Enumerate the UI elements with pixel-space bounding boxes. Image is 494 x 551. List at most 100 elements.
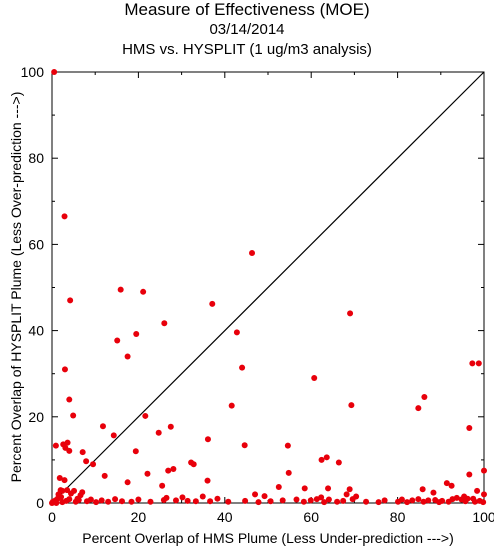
y-axis-label: Percent Overlap of HYSPLIT Plume (Less O… bbox=[8, 91, 24, 483]
data-point bbox=[300, 498, 307, 505]
data-point bbox=[415, 405, 422, 412]
data-point bbox=[453, 494, 460, 501]
data-point bbox=[249, 250, 256, 257]
data-point bbox=[207, 498, 214, 505]
data-point bbox=[66, 447, 73, 454]
data-point bbox=[66, 496, 73, 503]
data-point bbox=[132, 448, 139, 455]
data-point bbox=[140, 288, 147, 295]
data-point bbox=[53, 500, 60, 506]
data-point bbox=[475, 360, 482, 367]
chart-subtitle: HMS vs. HYSPLIT (1 ug/m3 analysis) bbox=[122, 41, 372, 58]
data-point bbox=[192, 498, 199, 505]
data-point bbox=[469, 360, 476, 367]
data-point bbox=[318, 494, 325, 501]
data-point bbox=[279, 497, 286, 504]
data-point bbox=[112, 496, 119, 503]
data-point bbox=[58, 493, 65, 500]
data-point bbox=[301, 485, 308, 492]
data-point bbox=[105, 498, 112, 505]
data-point bbox=[172, 497, 179, 504]
data-point bbox=[135, 496, 142, 503]
y-tick-label: 0 bbox=[36, 495, 44, 511]
data-point bbox=[51, 69, 58, 75]
data-point bbox=[204, 477, 211, 484]
data-point bbox=[114, 337, 121, 344]
data-point bbox=[462, 498, 469, 505]
data-point bbox=[480, 499, 487, 506]
data-point bbox=[421, 393, 428, 400]
data-point bbox=[375, 499, 382, 506]
data-point bbox=[343, 491, 350, 498]
y-tick-label: 20 bbox=[28, 409, 44, 425]
data-point bbox=[179, 494, 186, 501]
data-point bbox=[445, 498, 452, 505]
data-point bbox=[49, 500, 55, 506]
data-point bbox=[318, 456, 325, 463]
data-point bbox=[128, 498, 135, 505]
data-point bbox=[133, 331, 140, 338]
data-point bbox=[117, 286, 124, 293]
y-tick-label: 60 bbox=[28, 236, 44, 252]
data-point bbox=[79, 449, 86, 456]
data-point bbox=[323, 454, 330, 461]
data-point bbox=[190, 461, 197, 468]
data-point bbox=[99, 423, 106, 430]
data-point bbox=[56, 475, 63, 482]
data-point bbox=[311, 375, 318, 382]
x-tick-label: 20 bbox=[131, 509, 147, 525]
data-point bbox=[404, 499, 411, 506]
data-point bbox=[214, 495, 221, 502]
data-point bbox=[98, 497, 105, 504]
data-point bbox=[241, 442, 248, 449]
data-point bbox=[233, 329, 240, 336]
data-point bbox=[419, 486, 426, 493]
data-point bbox=[61, 477, 68, 484]
data-point bbox=[159, 482, 166, 489]
data-point bbox=[395, 498, 402, 505]
data-point bbox=[68, 490, 75, 497]
data-point bbox=[83, 458, 90, 465]
data-point bbox=[471, 498, 478, 505]
data-point bbox=[481, 491, 487, 498]
data-point bbox=[147, 498, 154, 505]
x-tick-label: 0 bbox=[48, 509, 56, 525]
data-point bbox=[348, 402, 355, 409]
data-point bbox=[267, 498, 274, 505]
data-point bbox=[87, 496, 94, 503]
data-point bbox=[466, 471, 473, 478]
data-point bbox=[124, 479, 131, 486]
data-point bbox=[165, 467, 172, 474]
data-point bbox=[161, 320, 168, 327]
data-point bbox=[93, 499, 100, 506]
data-point bbox=[255, 499, 262, 506]
data-point bbox=[90, 461, 97, 468]
data-point bbox=[436, 499, 443, 506]
data-point bbox=[242, 497, 249, 504]
data-point bbox=[347, 310, 354, 317]
diagonal-line bbox=[51, 71, 485, 504]
data-point bbox=[61, 366, 68, 373]
data-point bbox=[66, 396, 73, 403]
data-point bbox=[61, 213, 68, 220]
data-point bbox=[124, 353, 131, 360]
data-point bbox=[420, 498, 427, 505]
data-point bbox=[199, 493, 206, 500]
data-point bbox=[64, 487, 71, 494]
chart-title: Measure of Effectiveness (MOE) bbox=[124, 0, 370, 19]
y-tick-label: 100 bbox=[21, 64, 45, 80]
data-point bbox=[448, 482, 455, 489]
data-point bbox=[346, 486, 353, 493]
data-point bbox=[110, 432, 117, 439]
x-tick-label: 60 bbox=[303, 509, 319, 525]
data-point bbox=[239, 364, 246, 371]
data-point bbox=[155, 429, 162, 436]
data-point bbox=[228, 402, 235, 409]
data-point bbox=[285, 469, 292, 476]
data-point bbox=[70, 412, 77, 419]
y-tick-label: 40 bbox=[28, 323, 44, 339]
data-point bbox=[142, 412, 149, 419]
data-point bbox=[67, 297, 74, 304]
data-point bbox=[204, 436, 211, 443]
y-tick-label: 80 bbox=[28, 150, 44, 166]
